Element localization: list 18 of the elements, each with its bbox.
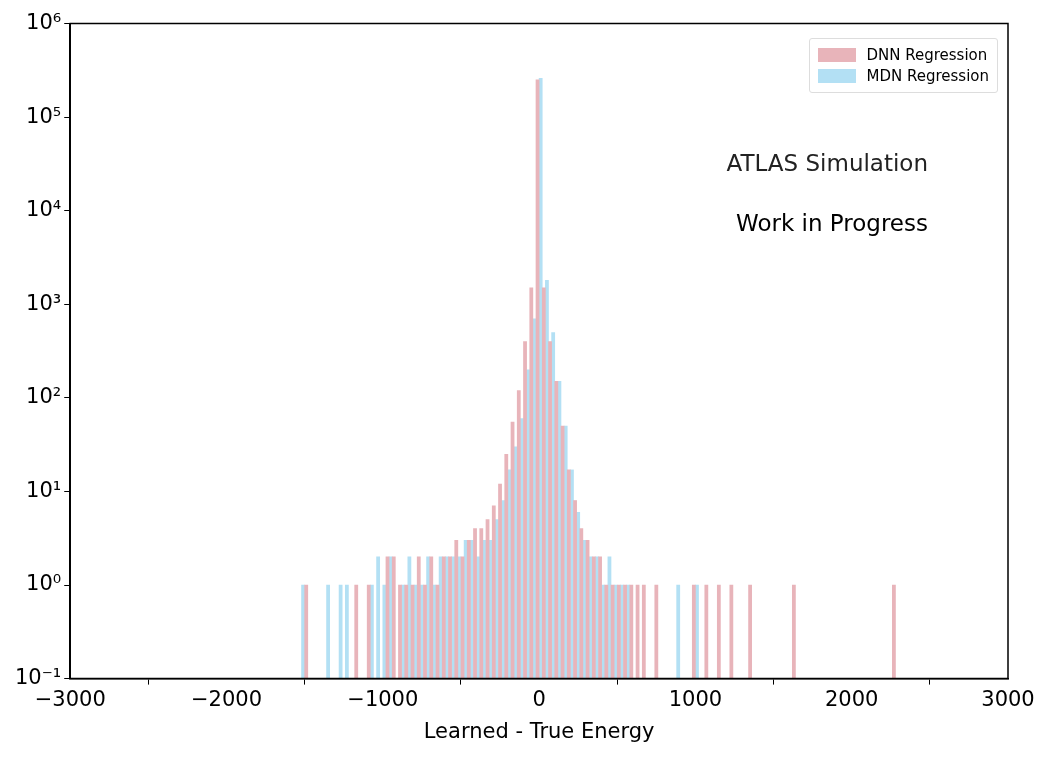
y-tick-label: 10⁵ (26, 103, 62, 128)
annotation: ATLAS Simulation (726, 150, 928, 176)
x-tick-label: −2000 (191, 686, 263, 711)
y-tick-label: 10⁴ (26, 197, 62, 222)
y-tick-label: 10³ (26, 290, 62, 315)
x-tick-label: 3000 (981, 686, 1035, 711)
x-tick-label: 0 (532, 686, 546, 711)
legend-label: MDN Regression (866, 67, 989, 85)
y-tick-label: 10⁶ (26, 10, 62, 35)
annotation: Work in Progress (736, 210, 928, 236)
x-tick-label: −1000 (347, 686, 419, 711)
x-tick-label: 1000 (668, 686, 723, 711)
x-axis-title: Learned - True Energy (423, 718, 655, 743)
y-tick-label: 10² (26, 384, 62, 409)
y-tick-label: 10⁰ (26, 571, 62, 596)
y-tick-label: 10¹ (26, 477, 62, 502)
legend-label: DNN Regression (866, 46, 988, 64)
x-tick-label: 2000 (824, 686, 879, 711)
